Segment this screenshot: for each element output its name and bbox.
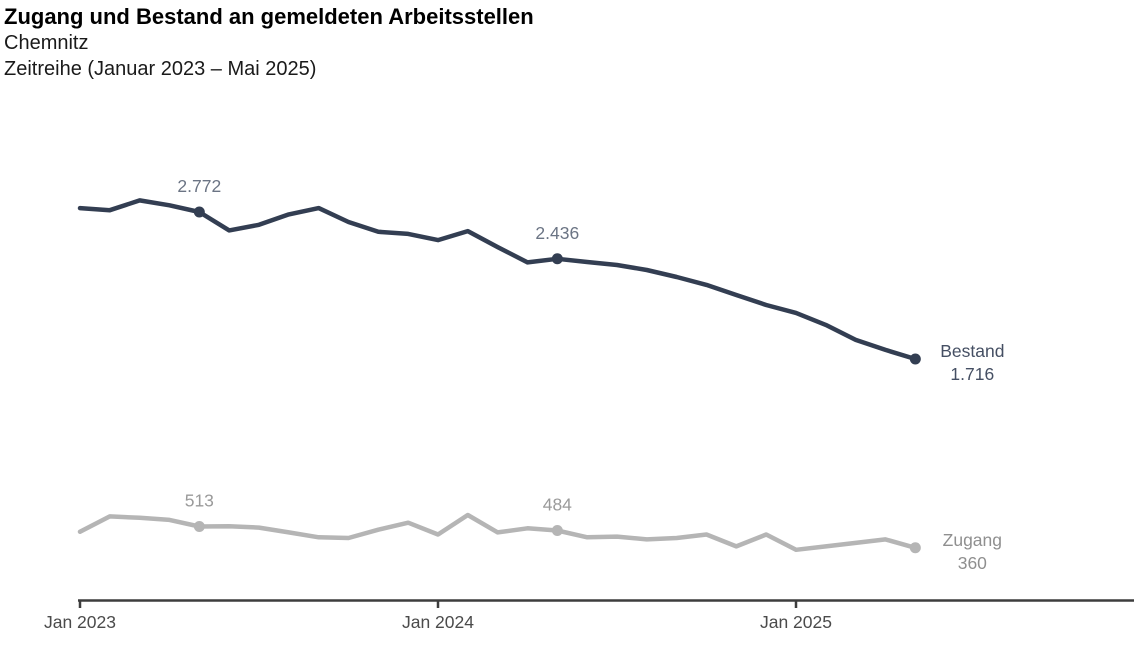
zugang-end-marker: [909, 542, 921, 554]
chart-title: Zugang und Bestand an gemeldeten Arbeits…: [4, 4, 534, 29]
x-axis-tick-label: Jan 2025: [760, 612, 832, 632]
bestand-point-label: 2.772: [177, 176, 221, 196]
x-axis-tick-label: Jan 2024: [402, 612, 474, 632]
zugang-point-marker: [551, 524, 563, 536]
zugang-series-name-label: Zugang: [943, 530, 1002, 550]
bestand-end-marker: [909, 353, 921, 365]
zugang-point-label: 513: [185, 490, 214, 510]
bestand-series-value-label: 1.716: [950, 364, 994, 384]
chart-header: Zugang und Bestand an gemeldeten Arbeits…: [4, 4, 534, 82]
bestand-series-name-label: Bestand: [940, 341, 1004, 361]
chart-region: Chemnitz: [4, 32, 89, 54]
bestand-line: [77, 198, 918, 362]
bestand-point-marker: [551, 253, 563, 265]
zugang-point-label: 484: [543, 494, 572, 514]
x-axis-tick-label: Jan 2023: [44, 612, 116, 632]
zugang-line: [77, 512, 918, 553]
bestand-point-marker: [193, 206, 205, 218]
chart-period: Zeitreihe (Januar 2023 – Mai 2025): [4, 58, 317, 80]
bestand-point-label: 2.436: [535, 223, 579, 243]
zugang-point-marker: [193, 520, 205, 532]
zugang-series-value-label: 360: [958, 553, 987, 573]
